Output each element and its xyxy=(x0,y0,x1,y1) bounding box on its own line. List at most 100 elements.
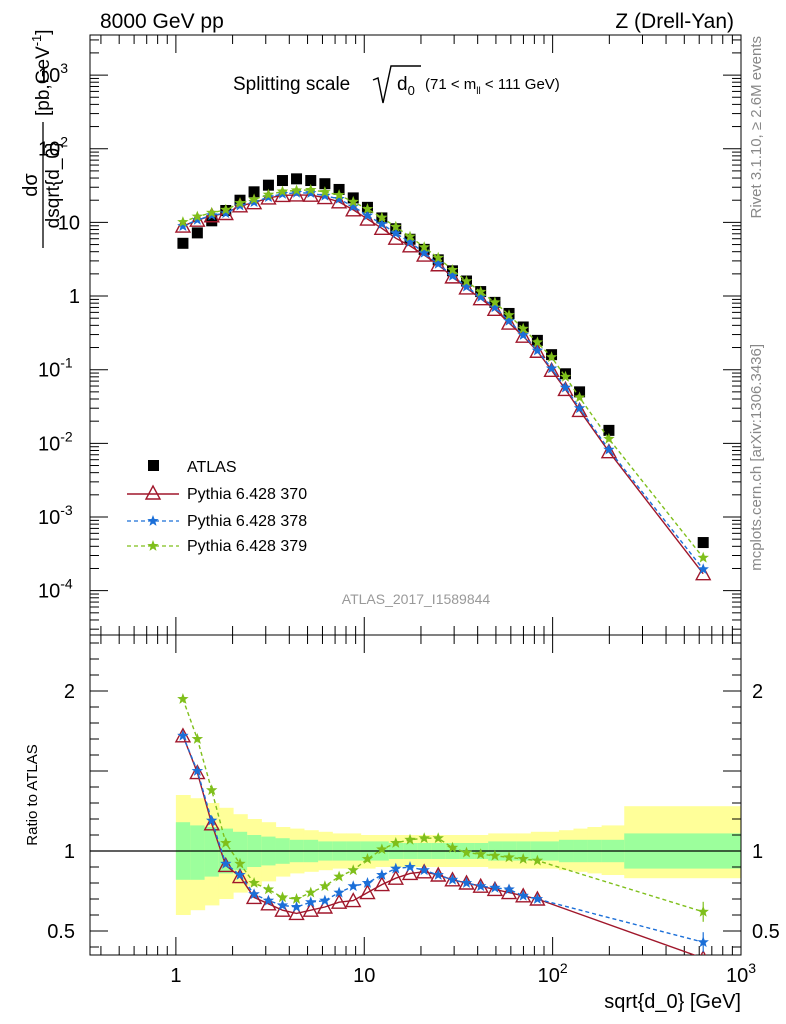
ratio-p379-point xyxy=(390,837,402,848)
ratio-p370-point xyxy=(189,764,206,780)
p370-point xyxy=(260,189,277,205)
ylabel-numerator: dσ xyxy=(20,173,42,197)
p378-point xyxy=(361,209,374,221)
ratio-p378-point xyxy=(290,901,303,912)
ratio-p370-point xyxy=(288,904,305,921)
ylabel-denominator: dsqrt{d_0} xyxy=(43,142,64,229)
p370-point xyxy=(458,279,475,295)
p379-point xyxy=(361,203,374,214)
analysis-id: ATLAS_2017_I1589844 xyxy=(342,591,491,607)
legend-marker-378 xyxy=(147,515,159,526)
p370-point xyxy=(543,361,560,378)
ratio-p379-point xyxy=(305,886,317,898)
p379-point xyxy=(276,185,289,197)
ratio-y-tick-label: 1 xyxy=(64,841,75,863)
ratio-p378-point xyxy=(191,765,204,776)
y-tick-exp: 3 xyxy=(60,60,68,76)
p370-point xyxy=(203,207,220,223)
p370-point xyxy=(415,246,433,262)
p370-point xyxy=(472,290,489,306)
p378-point xyxy=(177,220,189,231)
xlabel: sqrt{d_0} [GeV] xyxy=(604,991,741,1013)
energy-label: 8000 GeV pp xyxy=(100,10,224,33)
atlas-point xyxy=(603,424,615,436)
atlas-point xyxy=(276,175,288,187)
p378-point xyxy=(220,207,232,219)
p378-point xyxy=(603,443,615,455)
legend-marker-atlas xyxy=(148,460,159,471)
y-tick-label: 1 xyxy=(69,286,80,308)
ratio-p370-point xyxy=(302,901,319,917)
sqrt-variable: d0 xyxy=(397,74,415,98)
ratio-p370-point xyxy=(203,815,220,831)
y-tick-base: 10 xyxy=(38,581,60,603)
p379-point xyxy=(603,432,615,444)
ratio-p378-point xyxy=(517,889,529,901)
ratio-p370-point xyxy=(330,893,348,909)
ratio-p378-point xyxy=(531,893,544,904)
ratio-p378-point xyxy=(697,936,709,948)
legend-item-370: Pythia 6.428 370 xyxy=(127,484,307,503)
p378-point xyxy=(390,227,402,239)
ratio-p378-point xyxy=(177,729,189,741)
y-tick-label: 10-4 xyxy=(38,576,73,603)
ratio-p379-point xyxy=(503,851,515,863)
p379-point xyxy=(531,336,544,348)
y-tick-base: 10 xyxy=(38,433,60,455)
p370-point xyxy=(387,229,404,245)
p370-point xyxy=(500,314,518,330)
y-tick-base: 10 xyxy=(38,507,60,529)
ratio-p379-point xyxy=(276,891,289,903)
p378-point xyxy=(446,269,459,281)
ratio-p370-point xyxy=(245,888,263,905)
atlas-point xyxy=(291,173,303,185)
p370-point xyxy=(245,194,263,210)
p378-point xyxy=(517,329,529,340)
p370-point xyxy=(486,300,504,317)
ratio-p378-point xyxy=(432,869,444,880)
p379-point xyxy=(573,391,586,403)
p379-point xyxy=(347,195,359,207)
p378-point xyxy=(418,246,430,258)
p378-point xyxy=(333,193,345,204)
ratio-p370-point xyxy=(373,876,391,892)
x-tick-label: 1 xyxy=(170,965,181,987)
main-series xyxy=(174,173,712,581)
ratio-y-tick-label-right: 2 xyxy=(752,681,763,703)
p379-point xyxy=(418,241,430,253)
sqrt-var: d xyxy=(397,74,408,95)
p378-point xyxy=(460,280,473,292)
p379-point xyxy=(475,285,487,297)
y-tick-label: 10-1 xyxy=(38,355,73,382)
p379-point xyxy=(290,184,303,196)
p370-point xyxy=(515,327,532,343)
ratio-y-tick-label: 2 xyxy=(64,681,75,703)
y-tick-label: 10 xyxy=(58,212,80,234)
ratio-y-tick-label: 0.5 xyxy=(47,921,75,943)
p379-point xyxy=(319,186,331,197)
ratio-series xyxy=(174,693,709,955)
legend: ATLAS Pythia 6.428 370 Pythia 6.428 378 … xyxy=(127,459,307,555)
atlas-point xyxy=(305,175,317,187)
ratio-p379-point xyxy=(404,833,416,845)
ratio-line-370 xyxy=(182,735,697,955)
legend-item-378: Pythia 6.428 378 xyxy=(127,513,307,530)
p379-point xyxy=(432,251,444,263)
main-ylabel: dσ dsqrt{d_0} [pb,GeV-1] xyxy=(20,29,64,248)
y-tick-exp: 2 xyxy=(60,134,68,150)
atlas-point xyxy=(697,537,709,549)
ratio-p370-point xyxy=(415,863,433,879)
p378-point xyxy=(347,200,359,212)
ratio-p370-point xyxy=(359,884,376,900)
x-tick-base: 10 xyxy=(353,965,375,987)
legend-label-378: Pythia 6.428 378 xyxy=(187,513,307,530)
p378-point xyxy=(319,189,331,201)
p370-point xyxy=(557,380,574,397)
ratio-p379-point xyxy=(234,857,246,869)
sqrt-var-sub: 0 xyxy=(408,83,415,98)
mass-range: (71 < mll < 111 GeV) xyxy=(425,76,560,97)
ratio-p378-point xyxy=(347,880,359,892)
ratio-p370-point xyxy=(316,898,334,914)
ratio-p379-point xyxy=(248,877,260,888)
